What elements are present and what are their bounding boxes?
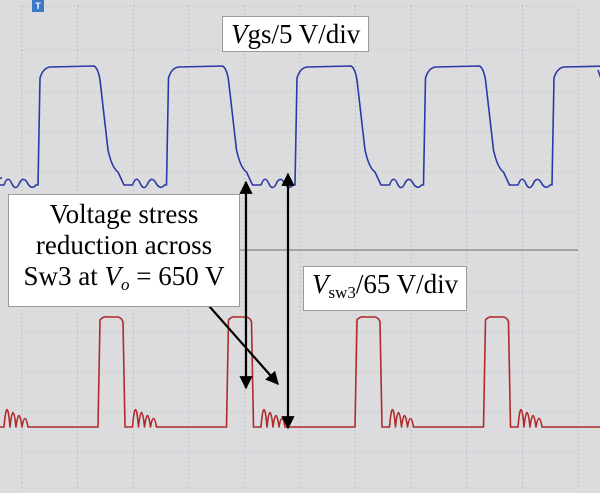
annotation-vo-var: V xyxy=(104,261,122,291)
vsw3-trace-label: Vsw3/65 V/div xyxy=(303,266,468,311)
vsw3-label-sub: sw3 xyxy=(328,283,356,302)
trigger-marker: T xyxy=(32,0,44,12)
vgs-label-var: V xyxy=(231,19,248,49)
annotation-line-3: Sw3 at Vo = 650 V xyxy=(15,261,233,300)
annotation-line-2: reduction across xyxy=(35,230,213,260)
vsw3-trace xyxy=(0,316,600,428)
annotation-line-3-value: = 650 V xyxy=(129,261,225,291)
voltage-stress-annotation: Voltage stress reduction across Sw3 at V… xyxy=(8,194,240,307)
annotation-pointer xyxy=(201,297,279,385)
vsw3-label-scale: /65 V/div xyxy=(355,269,459,299)
vgs-label-sub: gs xyxy=(247,19,272,49)
vgs-trace xyxy=(0,65,600,189)
vgs-trace-label: Vgs/5 V/div xyxy=(222,16,370,52)
annotation-vo-sub: o xyxy=(121,275,130,294)
annotation-arrows xyxy=(201,172,295,430)
annotation-line-1: Voltage stress xyxy=(49,199,199,229)
vgs-label-scale: /5 V/div xyxy=(271,19,361,49)
traces xyxy=(0,65,600,428)
vsw3-label-var: V xyxy=(312,269,329,299)
annotation-line-3-prefix: Sw3 at xyxy=(23,261,105,291)
